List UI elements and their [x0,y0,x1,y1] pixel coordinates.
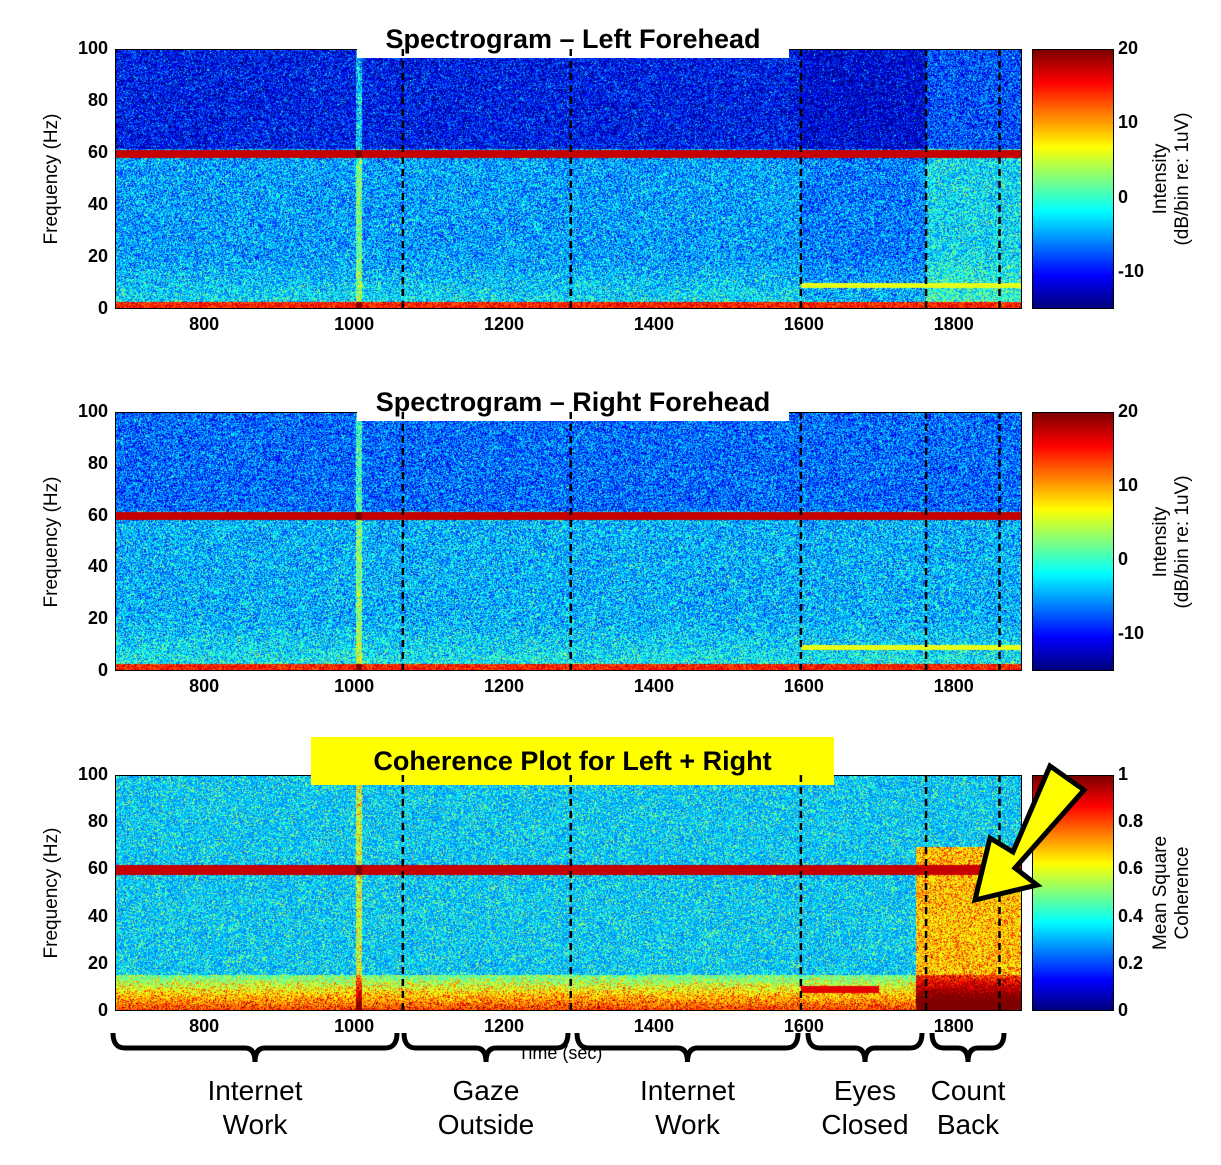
x-tick-label: 1600 [783,676,824,696]
colorbar-tick-label: -10 [1118,623,1145,643]
colorbar-tick-label: 0 [1118,1000,1129,1020]
segment-label: Count Back [883,1074,1053,1142]
y-tick-label: 20 [87,608,108,629]
segment-brace [805,1032,925,1063]
y-tick-label: 80 [87,811,108,832]
segment-label-line2: Back [936,1109,1000,1140]
highlight-arrow-icon [971,762,1088,904]
segment-label-line2: Closed [821,1109,909,1140]
colorbar-gradient [1033,413,1113,670]
heatmap-spectrogram [116,50,1021,308]
x-tick-label: 1200 [484,676,525,696]
colorbar [1032,412,1114,671]
segment-brace [574,1032,801,1063]
x-tick-label: 1800 [933,1016,974,1036]
colorbar-tick-label: 0.6 [1118,858,1144,879]
y-tick-label: 60 [87,504,108,525]
segment-label-line2: Work [655,1109,720,1140]
x-tick-label: 1000 [334,1016,375,1036]
y-tick-label: 20 [87,952,108,973]
colorbar-tick-label: 0.4 [1118,905,1144,926]
colorbar-tick-label: 0 [1118,549,1129,569]
panel-title: Spectrogram – Right Forehead [357,383,789,421]
heatmap-spectrogram [116,413,1021,670]
segment-label: Internet Work [170,1074,340,1142]
x-tick-label: 1000 [334,676,375,696]
y-tick-label: 40 [87,905,108,926]
y-tick-label: 80 [87,452,108,473]
colorbar-tick-label: 20 [1118,401,1139,421]
y-tick-label: 40 [87,556,108,577]
x-tick-label: 1800 [933,676,974,696]
x-tick-label: 1400 [633,314,674,334]
y-tick-label: 100 [77,764,108,784]
segment-label: Eyes Closed [780,1074,950,1142]
segment-label-line2: Work [222,1109,288,1140]
x-tick-label: 1600 [783,314,824,334]
x-tick-label: 1600 [783,1016,824,1036]
x-tick-label: 800 [189,314,220,334]
colorbar-gradient [1033,50,1113,308]
x-tick-label: 1200 [484,1016,525,1036]
panel-title: Coherence Plot for Left + Right [311,737,834,785]
segment-label-line2: Outside [437,1109,535,1140]
panel-title: Spectrogram – Left Forehead [357,20,789,58]
segment-brace [929,1032,1007,1063]
x-tick-label: 800 [189,1016,220,1036]
colorbar-tick-label: 0 [1118,186,1129,207]
x-tick-label: 1000 [334,314,375,334]
plot-area-3 [115,775,1022,1011]
colorbar-tick-label: 20 [1118,38,1139,58]
segment-label-line1: Internet [640,1075,735,1106]
colorbar-tick-label: 1 [1118,764,1129,784]
segment-label-line1: Gaze [452,1075,520,1106]
y-tick-label: 0 [97,660,108,680]
plot-area-1 [115,49,1022,309]
segment-label-line1: Eyes [833,1075,897,1106]
y-tick-label: 100 [77,401,108,421]
segment-label-line1: Count [930,1075,1006,1106]
colorbar-tick-label: -10 [1118,260,1145,281]
y-tick-label: 40 [87,194,108,214]
colorbar [1032,49,1114,309]
segment-label-line1: Internet [207,1075,303,1106]
y-tick-label: 0 [97,298,108,318]
y-tick-label: 80 [87,90,108,110]
segment-label: Gaze Outside [401,1074,571,1142]
x-tick-label: 800 [189,676,220,696]
segment-label: Internet Work [603,1074,773,1142]
x-tick-label: 1800 [933,314,974,334]
heatmap-coherence [116,776,1021,1010]
y-tick-label: 0 [97,1000,108,1020]
segment-brace [110,1032,400,1063]
y-tick-label: 20 [87,246,108,266]
x-tick-label: 1200 [484,314,525,334]
colorbar-tick-label: 0.8 [1118,811,1144,832]
y-tick-label: 60 [87,142,108,162]
segment-brace [401,1032,571,1063]
colorbar-tick-label: 0.2 [1118,952,1144,973]
y-tick-label: 60 [87,858,108,879]
x-tick-label: 1400 [633,676,674,696]
colorbar-tick-label: 10 [1118,112,1139,133]
y-tick-label: 100 [77,38,108,58]
x-tick-label: 1400 [633,1016,674,1036]
colorbar-tick-label: 10 [1118,475,1139,495]
